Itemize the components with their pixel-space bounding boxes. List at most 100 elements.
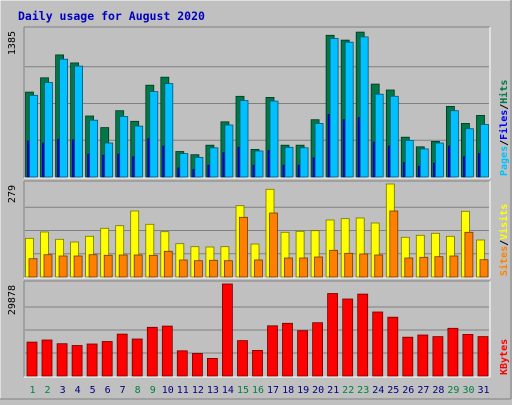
bar-kbytes-kbytes-day-7 xyxy=(116,333,128,377)
bar-kbytes-kbytes-day-10 xyxy=(161,325,173,377)
bar-hits-pages-day-22 xyxy=(344,41,354,178)
bar-kbytes-kbytes-day-31 xyxy=(477,336,489,377)
bar-hits-pages-day-16 xyxy=(254,150,264,178)
x-tick-label-day-7: 7 xyxy=(120,385,126,396)
panel-hits-legend: Pages/Files/Hits xyxy=(498,80,510,176)
x-tick-label-day-23: 23 xyxy=(357,385,369,396)
bar-hits-pages-day-29 xyxy=(449,110,459,178)
bar-visits-sites-day-8 xyxy=(133,254,143,278)
x-tick-label-day-15: 15 xyxy=(237,385,249,396)
x-tick-label-day-11: 11 xyxy=(177,385,189,396)
panel-hits-max-label: 1385 xyxy=(7,31,18,55)
bar-visits-sites-day-1 xyxy=(28,258,38,278)
bar-hits-pages-day-2 xyxy=(44,82,53,178)
bar-visits-sites-day-31 xyxy=(479,259,489,278)
bar-hits-pages-day-30 xyxy=(464,128,474,178)
x-tick-label-day-20: 20 xyxy=(312,385,324,396)
panel-visits-max-label: 279 xyxy=(7,185,18,203)
bar-visits-sites-day-5 xyxy=(88,254,98,278)
bar-visits-sites-day-17 xyxy=(269,212,278,278)
bar-hits-pages-day-28 xyxy=(434,142,444,178)
bar-hits-pages-day-9 xyxy=(149,91,159,178)
bar-kbytes-kbytes-day-12 xyxy=(191,353,203,377)
bar-kbytes-kbytes-day-11 xyxy=(176,350,188,377)
bar-visits-sites-day-15 xyxy=(239,216,248,278)
bar-visits-sites-day-18 xyxy=(284,257,293,278)
chart-title: Daily usage for August 2020 xyxy=(18,9,205,23)
bar-visits-sites-day-19 xyxy=(299,257,309,278)
bar-hits-pages-day-21 xyxy=(329,38,339,178)
legend-entry-visits-2: Visits xyxy=(498,204,510,240)
bar-visits-sites-day-13 xyxy=(208,259,218,278)
x-tick-label-day-8: 8 xyxy=(135,385,141,396)
x-tick-label-day-29: 29 xyxy=(447,385,459,396)
bar-hits-pages-day-31 xyxy=(480,124,489,178)
bar-hits-pages-day-13 xyxy=(209,147,219,178)
bar-visits-sites-day-7 xyxy=(118,254,128,278)
x-tick-label-day-25: 25 xyxy=(387,385,399,396)
bar-visits-sites-day-11 xyxy=(178,259,188,278)
x-tick-label-day-10: 10 xyxy=(162,385,174,396)
bar-visits-sites-day-10 xyxy=(163,250,173,278)
x-tick-label-day-2: 2 xyxy=(44,385,50,396)
bar-visits-sites-day-6 xyxy=(103,254,113,278)
legend-entry-hits-0: Pages xyxy=(499,146,510,176)
bar-kbytes-kbytes-day-27 xyxy=(417,334,429,377)
legend-entry-hits-3: / xyxy=(499,104,510,110)
bar-hits-pages-day-25 xyxy=(389,95,399,178)
bar-kbytes-kbytes-day-8 xyxy=(131,338,143,377)
x-tick-label-day-22: 22 xyxy=(342,385,354,396)
bar-hits-pages-day-14 xyxy=(224,124,234,178)
bar-kbytes-kbytes-day-5 xyxy=(86,343,98,377)
bar-kbytes-kbytes-day-19 xyxy=(297,330,309,377)
bar-kbytes-kbytes-day-6 xyxy=(101,341,113,377)
bar-visits-sites-day-2 xyxy=(43,254,53,278)
legend-entry-hits-2: Files xyxy=(498,110,510,140)
bar-kbytes-kbytes-day-9 xyxy=(146,326,158,377)
x-tick-label-day-1: 1 xyxy=(29,385,35,396)
bar-kbytes-kbytes-day-28 xyxy=(432,336,444,377)
bar-visits-sites-day-29 xyxy=(449,255,459,278)
bar-hits-pages-day-1 xyxy=(29,94,38,178)
bar-kbytes-kbytes-day-26 xyxy=(402,336,414,377)
bar-kbytes-kbytes-day-20 xyxy=(312,322,324,377)
bar-visits-sites-day-27 xyxy=(419,256,429,278)
bar-visits-sites-day-14 xyxy=(223,260,233,278)
bar-kbytes-kbytes-day-21 xyxy=(327,293,339,377)
x-tick-label-day-6: 6 xyxy=(105,385,111,396)
panel-kbytes-max-label: 29878 xyxy=(7,285,18,315)
bar-kbytes-kbytes-day-15 xyxy=(237,340,248,377)
bar-hits-pages-day-26 xyxy=(404,139,414,178)
bar-kbytes-kbytes-day-3 xyxy=(56,343,68,377)
bar-visits-sites-day-28 xyxy=(434,256,444,278)
bar-kbytes-kbytes-day-25 xyxy=(387,316,399,377)
legend-entry-visits-1: / xyxy=(499,240,510,246)
x-tick-label-day-24: 24 xyxy=(372,385,384,396)
x-tick-label-day-26: 26 xyxy=(402,385,414,396)
bar-kbytes-kbytes-day-22 xyxy=(342,298,354,377)
x-tick-label-day-31: 31 xyxy=(477,385,489,396)
bar-visits-sites-day-9 xyxy=(148,254,158,278)
bar-hits-pages-day-17 xyxy=(269,100,279,178)
bar-hits-pages-day-4 xyxy=(74,65,83,178)
x-tick-label-day-28: 28 xyxy=(432,385,444,396)
bar-visits-sites-day-20 xyxy=(314,256,324,278)
bar-hits-pages-day-7 xyxy=(119,116,129,178)
bar-hits-pages-day-19 xyxy=(299,147,309,178)
bar-visits-sites-day-25 xyxy=(389,210,399,278)
x-tick-label-day-14: 14 xyxy=(222,385,234,396)
x-tick-label-day-13: 13 xyxy=(207,385,219,396)
bar-hits-pages-day-18 xyxy=(284,146,294,178)
legend-entry-hits-1: / xyxy=(499,140,510,146)
x-tick-label-day-21: 21 xyxy=(327,385,339,396)
bar-hits-pages-day-27 xyxy=(419,148,429,178)
bar-hits-pages-day-24 xyxy=(374,93,384,178)
bar-hits-pages-day-20 xyxy=(314,123,324,178)
bar-kbytes-kbytes-day-2 xyxy=(41,339,53,377)
bar-visits-sites-day-4 xyxy=(73,255,83,278)
legend-entry-hits-4: Hits xyxy=(498,80,510,104)
bar-kbytes-kbytes-day-1 xyxy=(26,341,38,377)
x-tick-label-day-19: 19 xyxy=(297,385,309,396)
x-tick-label-day-12: 12 xyxy=(192,385,204,396)
